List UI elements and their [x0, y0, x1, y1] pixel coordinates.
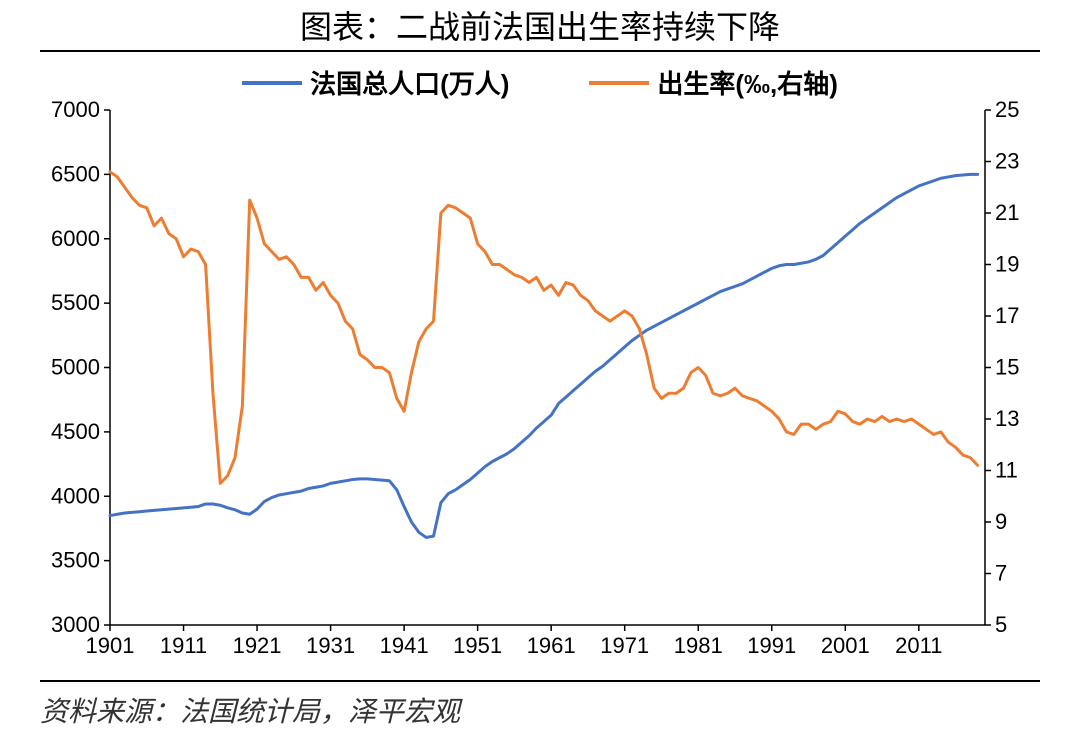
svg-text:19: 19	[995, 252, 1019, 277]
svg-text:1931: 1931	[306, 633, 355, 658]
chart-svg: 3000350040004500500055006000650070005791…	[40, 60, 1040, 670]
svg-text:9: 9	[995, 509, 1007, 534]
legend-item-birthrate: 出生率(‰,右轴)	[589, 64, 838, 101]
legend-label-birthrate: 出生率(‰,右轴)	[657, 64, 838, 101]
svg-text:23: 23	[995, 149, 1019, 174]
svg-text:6500: 6500	[51, 161, 100, 186]
svg-text:5500: 5500	[51, 290, 100, 315]
chart-title: 图表：二战前法国出生率持续下降	[40, 0, 1040, 52]
svg-text:5000: 5000	[51, 355, 100, 380]
svg-text:1941: 1941	[380, 633, 429, 658]
svg-text:2011: 2011	[895, 633, 942, 658]
legend-label-population: 法国总人口(万人)	[310, 64, 509, 101]
svg-text:1961: 1961	[527, 633, 576, 658]
svg-text:1971: 1971	[600, 633, 649, 658]
svg-text:13: 13	[995, 406, 1019, 431]
svg-text:7: 7	[995, 561, 1007, 586]
svg-text:1981: 1981	[674, 633, 723, 658]
chart-area: 法国总人口(万人) 出生率(‰,右轴) 30003500400045005000…	[40, 60, 1040, 670]
svg-text:1901: 1901	[86, 633, 135, 658]
svg-text:21: 21	[995, 200, 1019, 225]
source-text: 资料来源：法国统计局，泽平宏观	[40, 680, 1040, 730]
svg-text:2001: 2001	[821, 633, 870, 658]
svg-text:17: 17	[995, 303, 1019, 328]
svg-text:1991: 1991	[747, 633, 796, 658]
svg-text:6000: 6000	[51, 226, 100, 251]
svg-text:4000: 4000	[51, 483, 100, 508]
svg-text:1921: 1921	[233, 633, 282, 658]
svg-text:5: 5	[995, 612, 1007, 637]
svg-text:15: 15	[995, 355, 1019, 380]
svg-text:4500: 4500	[51, 419, 100, 444]
legend: 法国总人口(万人) 出生率(‰,右轴)	[40, 64, 1040, 101]
svg-text:3500: 3500	[51, 548, 100, 573]
legend-item-population: 法国总人口(万人)	[242, 64, 509, 101]
svg-text:11: 11	[995, 458, 1018, 483]
svg-text:1911: 1911	[160, 633, 207, 658]
svg-text:1951: 1951	[453, 633, 502, 658]
